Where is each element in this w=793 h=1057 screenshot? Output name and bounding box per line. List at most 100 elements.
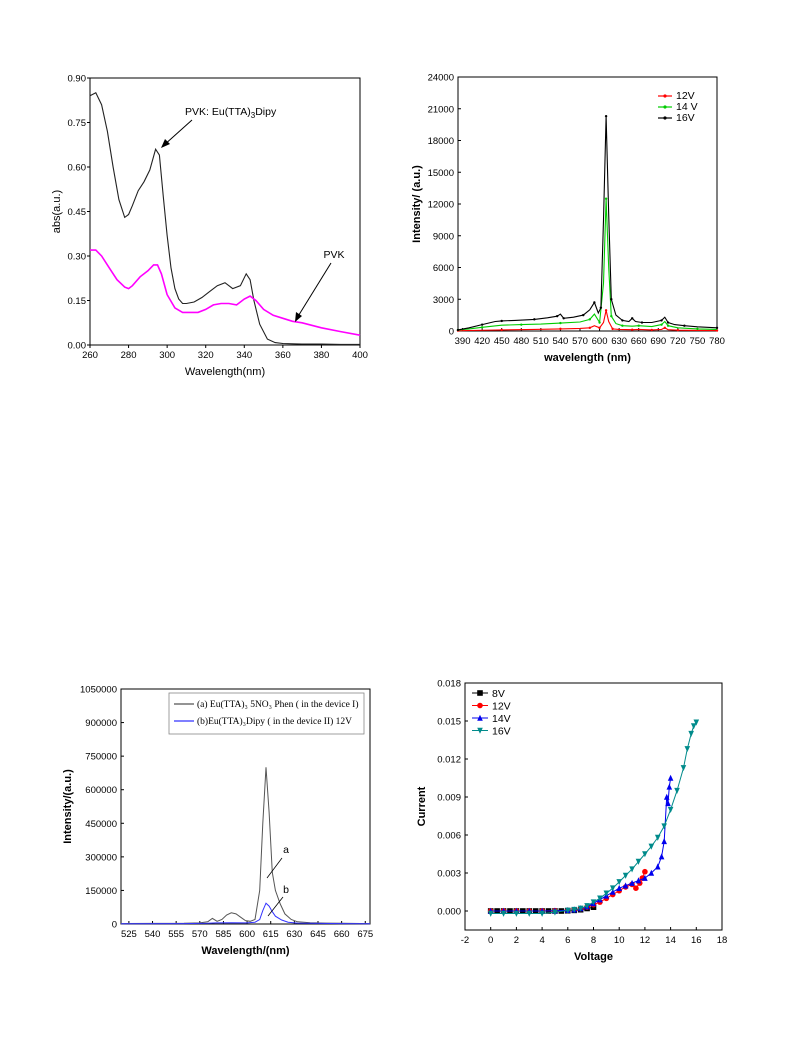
data-point [666,324,670,327]
data-point [635,877,642,884]
y-tick-label: 0.018 [437,679,461,690]
y-tick-label: 0 [449,327,454,338]
series-line-1 [457,310,718,332]
data-point [610,298,613,301]
y-tick-label: 0.60 [68,163,87,174]
data-point [660,319,663,322]
data-point [654,834,661,841]
data-point [604,197,608,200]
x-tick-label: 10 [614,935,625,946]
annotation-arrowhead [295,312,302,322]
data-point [663,793,670,800]
y-tick-label: 0.012 [437,755,461,766]
data-point [590,899,597,906]
x-tick-label: 450 [494,336,510,347]
data-point [621,324,624,327]
x-tick-label: 360 [275,350,291,361]
data-point [559,321,562,325]
x-tick-label: 8 [591,935,596,946]
data-point [588,318,591,321]
y-tick-label: 0.00 [68,341,87,352]
legend-label: 14V [492,713,511,725]
legend-label: 12V [676,90,695,102]
y-tick-label: 0.15 [68,296,87,307]
data-point [559,327,562,331]
plot-frame [120,688,371,925]
x-tick-label: 585 [216,929,232,940]
chart-4: -2 0 2 4 6 8 10 12 14 16 18 0.000 0.003 0.006 0.009 0.0… [416,679,727,964]
y-tick-label: 12000 [428,200,454,211]
data-point [658,853,665,860]
x-tick-label: 630 [286,929,302,940]
data-point [661,823,667,830]
y-axis-label: Current [416,786,428,826]
legend-label: 16V [492,725,511,737]
y-axis-label: Intensity/(a.u.) [62,769,74,844]
data-point [599,306,603,309]
data-point [565,907,571,914]
data-point [609,888,616,895]
series-line-2 [457,198,718,331]
data-point [571,906,578,914]
data-point [477,727,483,734]
y-tick-label: 0.000 [437,907,461,918]
data-point [622,882,629,889]
legend-marker [663,116,667,120]
data-point [582,313,585,317]
data-point [610,314,613,318]
series-line-3 [457,116,718,331]
data-point [604,309,608,312]
series-line-1 [120,767,371,925]
data-point [676,328,680,332]
x-tick-label: 600 [239,929,255,940]
x-tick-label: 570 [192,929,208,940]
data-point [642,874,648,881]
legend-label: (a) Eu(TTA)₃ 5NO₃ Phen ( in the device I… [197,699,359,710]
chart-1: 260 280 300 320 340 360 380 400 0.00 0.15 0.30 0.45… [51,74,368,379]
annotation-arrow [296,262,332,319]
data-point [693,719,700,726]
y-tick-label: 600000 [85,785,117,796]
series-line-2 [90,249,361,336]
data-point [487,910,494,917]
y-tick-label: 24000 [428,73,454,84]
x-tick-label: 300 [159,350,175,361]
data-point [715,329,719,332]
x-tick-label: 720 [670,336,686,347]
x-tick-label: 660 [334,929,350,940]
x-tick-label: 280 [121,350,137,361]
x-tick-label: 660 [631,336,647,347]
legend-marker [663,94,667,98]
x-tick-label: 630 [611,336,627,347]
x-tick-label: 16 [691,935,702,946]
data-point [688,730,694,737]
x-tick-label: 18 [717,935,728,946]
x-tick-label: 340 [236,350,252,361]
x-tick-label: 6 [565,935,570,946]
data-point [477,714,483,721]
legend-marker [663,105,667,109]
data-point [635,858,642,865]
data-point [621,319,624,322]
data-point [666,783,673,790]
x-tick-label: 540 [552,336,568,347]
y-tick-label: 0.90 [68,74,87,85]
x-tick-label: 0 [488,935,493,946]
y-tick-label: 0.75 [68,118,87,129]
data-point [577,905,584,912]
annotation-b: b [283,884,289,896]
x-axis-label: wavelength (nm) [543,352,631,364]
data-point [665,800,671,807]
x-tick-label: 615 [263,929,279,940]
data-point [520,323,523,326]
y-tick-label: 1050000 [80,685,117,696]
annotation-a: a [283,844,289,856]
y-tick-label: 9000 [433,231,454,242]
data-point [650,328,653,332]
legend-box [168,692,365,735]
data-point [552,909,558,916]
annotation-pvk-eu: PVK: Eu(TTA)3Dipy [185,106,277,120]
x-tick-label: -2 [461,935,469,946]
y-tick-label: 0.30 [68,252,87,263]
y-tick-label: 450000 [85,819,117,830]
